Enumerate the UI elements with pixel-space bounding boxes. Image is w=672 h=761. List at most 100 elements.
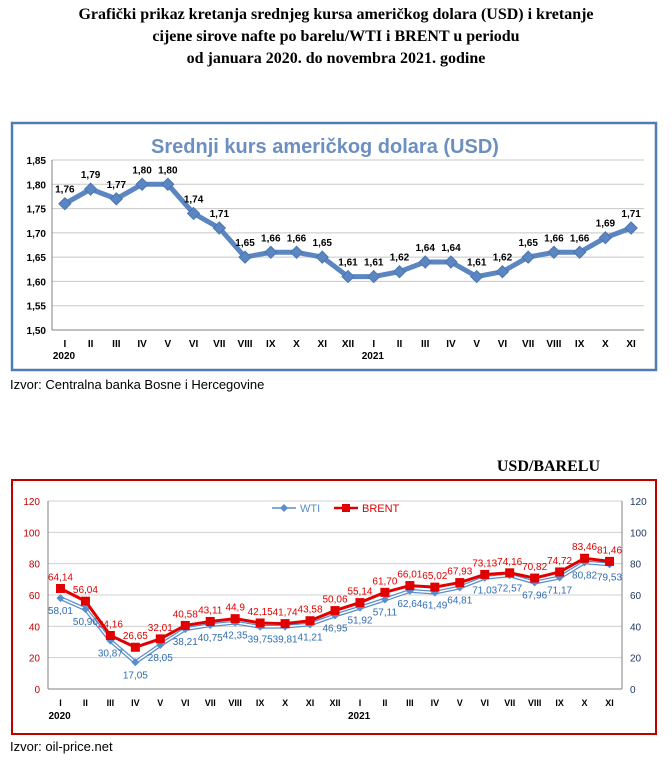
brent-data-point: [605, 556, 615, 566]
usd-data-point: [238, 250, 252, 264]
brent-data-label: 67,93: [447, 567, 472, 578]
oil-source-note: Izvor: oil-price.net: [10, 739, 113, 754]
brent-data-point: [180, 620, 190, 630]
legend-wti-marker: [280, 504, 288, 512]
usd-year-label: 2021: [362, 351, 385, 362]
usd-data-point: [598, 231, 613, 245]
oil-xtick-label: V: [457, 698, 463, 708]
oil-xtick-label: I: [59, 698, 62, 708]
oil-y2tick-label: 100: [630, 528, 647, 539]
usd-xtick-label: XI: [626, 339, 636, 350]
page-heading: Grafički prikaz kretanja srednjeg kursa …: [0, 4, 672, 70]
usd-data-point: [547, 245, 561, 259]
wti-data-label: 61,49: [422, 601, 447, 612]
usd-chart-frame: [10, 121, 658, 372]
usd-data-label: 1,71: [621, 209, 641, 220]
usd-ytick-label: 1,70: [27, 229, 47, 240]
wti-data-label: 46,95: [322, 623, 347, 634]
brent-data-label: 66,01: [397, 570, 422, 581]
brent-data-point: [205, 616, 215, 626]
wti-data-label: 50,96: [73, 617, 98, 628]
wti-data-point: [81, 605, 90, 614]
usd-data-point: [58, 197, 72, 211]
usd-data-point: [135, 177, 149, 191]
oil-unit-label: USD/BARELU: [496, 458, 600, 475]
brent-data-label: 42,15: [248, 607, 273, 618]
brent-data-point: [455, 578, 465, 588]
oil-xtick-label: VI: [181, 698, 190, 708]
usd-data-point: [418, 255, 432, 269]
usd-data-label: 1,66: [570, 233, 590, 244]
wti-data-label: 79,53: [597, 572, 622, 583]
usd-data-point: [341, 269, 355, 284]
oil-xtick-label: VIII: [228, 698, 242, 708]
brent-data-point: [55, 584, 65, 594]
wti-data-label: 67,96: [522, 591, 547, 602]
usd-data-label: 1,64: [415, 243, 435, 254]
usd-xtick-label: V: [164, 339, 171, 350]
wti-data-label: 62,64: [397, 599, 422, 610]
usd-data-point: [444, 255, 458, 269]
brent-data-label: 41,74: [273, 608, 298, 619]
wti-data-point: [131, 658, 140, 667]
wti-data-label: 38,21: [173, 637, 198, 648]
oil-xtick-label: X: [582, 698, 588, 708]
usd-xtick-label: IX: [266, 339, 276, 350]
oil-xtick-label: IX: [256, 698, 265, 708]
wti-data-point: [56, 594, 65, 603]
usd-source-note: Izvor: Centralna banka Bosne i Hercegovi…: [10, 377, 265, 392]
usd-xtick-label: VI: [189, 339, 199, 350]
legend-brent-label: BRENT: [362, 503, 400, 515]
oil-xtick-label: V: [157, 698, 163, 708]
usd-xtick-label: III: [421, 339, 430, 350]
brent-data-point: [480, 569, 490, 579]
brent-data-label: 40,58: [173, 609, 198, 620]
usd-data-label: 1,62: [493, 253, 513, 264]
usd-data-label: 1,61: [364, 258, 384, 269]
usd-data-point: [624, 221, 638, 235]
usd-data-label: 1,66: [287, 233, 307, 244]
heading-line-3: od januara 2020. do novembra 2021. godin…: [186, 50, 486, 67]
usd-data-point: [392, 265, 407, 279]
wti-data-label: 39,81: [273, 635, 298, 646]
usd-data-point: [83, 182, 98, 196]
usd-data-point: [315, 250, 329, 264]
usd-data-label: 1,76: [55, 185, 75, 196]
usd-data-point: [264, 245, 278, 259]
usd-data-point: [212, 221, 227, 235]
usd-data-point: [469, 269, 484, 284]
usd-data-label: 1,77: [107, 180, 127, 191]
usd-xtick-label: X: [602, 339, 609, 350]
brent-data-point: [255, 618, 265, 628]
oil-y2tick-label: 80: [630, 560, 642, 571]
usd-xtick-label: II: [88, 339, 94, 350]
oil-y2tick-label: 40: [630, 622, 642, 633]
wti-data-label: 58,01: [48, 606, 73, 617]
usd-xtick-label: II: [397, 339, 403, 350]
wti-data-label: 39,75: [248, 635, 273, 646]
usd-chart-title: Srednji kurs američkog dolara (USD): [151, 136, 499, 158]
brent-data-label: 43,58: [298, 605, 323, 616]
brent-data-point: [505, 568, 515, 578]
wti-data-label: 72,57: [497, 583, 522, 594]
brent-data-label: 81,46: [597, 545, 622, 556]
oil-ytick-label: 0: [34, 685, 40, 696]
brent-data-point: [80, 596, 90, 606]
heading-line-1: Grafički prikaz kretanja srednjeg kursa …: [78, 6, 594, 23]
usd-data-point: [109, 192, 124, 206]
oil-xtick-label: II: [382, 698, 387, 708]
oil-xtick-label: XII: [329, 698, 340, 708]
brent-data-label: 61,70: [372, 576, 397, 587]
brent-data-point: [430, 582, 440, 592]
usd-data-point: [186, 206, 201, 221]
brent-data-label: 56,04: [73, 585, 98, 596]
usd-data-label: 1,69: [596, 219, 616, 230]
brent-data-label: 44,9: [225, 603, 245, 614]
brent-data-label: 55,14: [347, 587, 372, 598]
usd-xtick-label: I: [372, 339, 375, 350]
brent-data-point: [405, 581, 415, 591]
oil-xtick-label: XI: [605, 698, 614, 708]
brent-data-point: [280, 619, 290, 629]
brent-data-point: [330, 606, 340, 616]
